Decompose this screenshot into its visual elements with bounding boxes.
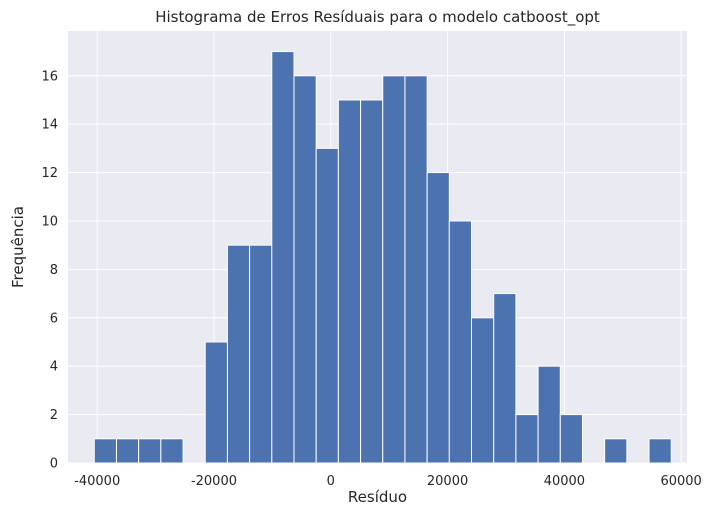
y-tick-label: 12	[41, 166, 58, 181]
histogram-bar	[337, 99, 362, 464]
histogram-bar	[382, 75, 406, 464]
histogram-bar	[138, 438, 162, 464]
y-tick-label: 16	[41, 69, 58, 84]
x-tick-label: 20000	[427, 474, 468, 489]
histogram-bar	[293, 75, 317, 464]
x-tick-label: 60000	[660, 474, 701, 489]
histogram-bar	[204, 341, 228, 464]
y-tick-label: 0	[50, 457, 58, 472]
histogram-bar	[493, 293, 517, 464]
x-tick-label: -20000	[191, 474, 237, 489]
histogram-bar	[93, 438, 117, 464]
histogram-bar	[537, 365, 561, 464]
y-tick-label: 6	[50, 311, 58, 326]
histogram-bar	[426, 172, 450, 464]
chart-title: Histograma de Erros Resíduais para o mod…	[155, 8, 600, 27]
x-tick-label: -40000	[74, 474, 120, 489]
y-axis-label: Frequência	[9, 206, 27, 288]
y-tick-label: 8	[50, 263, 58, 278]
histogram-bar	[249, 244, 273, 464]
y-tick-label: 10	[41, 214, 58, 229]
y-tick-label: 14	[41, 118, 58, 133]
histogram-bar	[160, 438, 184, 464]
histogram-bar	[315, 147, 339, 464]
y-tick-label: 2	[50, 408, 58, 423]
histogram-bar	[404, 75, 428, 464]
x-tick-label: 0	[327, 474, 335, 489]
histogram-bar	[515, 414, 539, 464]
histogram-bar	[360, 99, 384, 464]
histogram-bar	[271, 51, 295, 464]
histogram-bar	[648, 438, 672, 464]
histogram-bar	[448, 220, 473, 464]
x-axis-label: Resíduo	[348, 488, 407, 506]
histogram-bar	[471, 317, 495, 464]
y-tick-label: 4	[50, 360, 58, 375]
x-tick-label: 40000	[544, 474, 585, 489]
histogram-bar	[226, 244, 251, 464]
histogram-bar	[115, 438, 140, 464]
histogram-bars	[93, 51, 672, 464]
tick-labels: -40000 -20000 0 20000 40000 60000 0 2 4 6 8 10 12 14 1…	[41, 69, 701, 489]
histogram-bar	[604, 438, 628, 464]
histogram-bar	[559, 414, 583, 464]
